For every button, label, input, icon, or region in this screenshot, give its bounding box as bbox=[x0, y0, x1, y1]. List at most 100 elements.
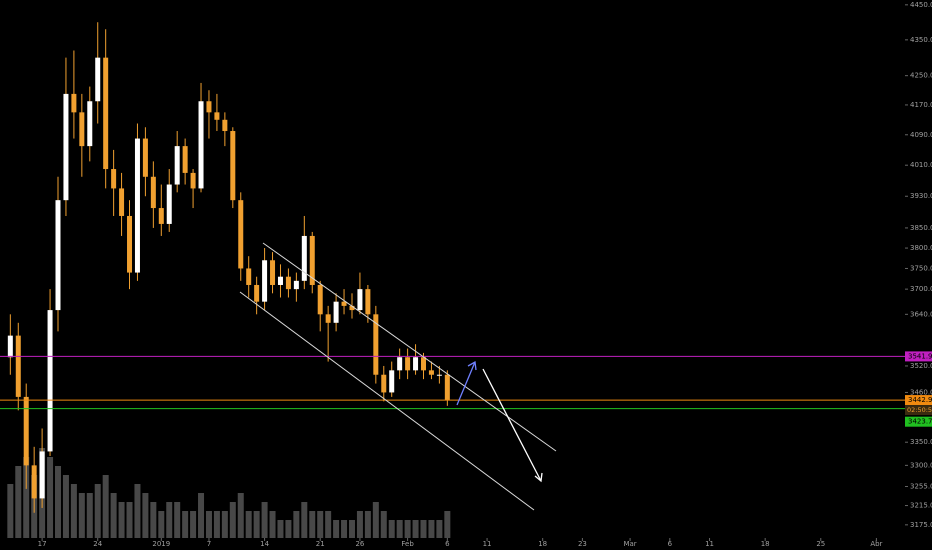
volume-bar bbox=[317, 511, 324, 538]
y-tick-label: 3255.0 bbox=[910, 483, 932, 491]
x-tick-label: 6 bbox=[668, 540, 673, 548]
candle-body bbox=[206, 101, 212, 113]
candle-body bbox=[31, 465, 37, 499]
volume-bar bbox=[412, 520, 419, 538]
y-tick-label: 4450.0 bbox=[910, 1, 932, 9]
volume-bar bbox=[174, 502, 181, 538]
candle-body bbox=[47, 310, 53, 452]
candle-body bbox=[111, 169, 117, 189]
candle-body bbox=[389, 370, 395, 393]
x-tick-label: 11 bbox=[483, 540, 492, 548]
volume-bar bbox=[158, 511, 165, 538]
x-tick-label: 17 bbox=[38, 540, 47, 548]
candle-body bbox=[381, 374, 387, 393]
candle-body bbox=[174, 146, 180, 185]
price-tag-label: 3423.7 bbox=[908, 418, 932, 426]
y-tick-label: 3460.0 bbox=[910, 388, 932, 396]
candle-body bbox=[436, 374, 442, 376]
candle-body bbox=[127, 215, 133, 273]
candle-body bbox=[428, 370, 434, 375]
x-tick-label: Feb bbox=[401, 540, 414, 548]
candle-body bbox=[55, 200, 61, 311]
y-tick-label: 4350.0 bbox=[910, 36, 932, 44]
x-tick-label: 2019 bbox=[152, 540, 170, 548]
x-tick-label: 18 bbox=[538, 540, 547, 548]
candle-body bbox=[182, 146, 188, 173]
volume-bar bbox=[269, 511, 276, 538]
candle-body bbox=[39, 451, 45, 499]
candle-body bbox=[15, 335, 21, 397]
candle-body bbox=[214, 112, 220, 120]
volume-bar bbox=[229, 502, 236, 538]
volume-bar bbox=[245, 511, 252, 538]
candle-body bbox=[325, 314, 331, 323]
candle-body bbox=[7, 335, 13, 358]
candle-body bbox=[413, 357, 419, 371]
volume-bar bbox=[277, 520, 284, 538]
drawings bbox=[239, 242, 557, 511]
x-tick-label: Mar bbox=[623, 540, 636, 548]
price-tag-label: 3442.9 bbox=[908, 396, 932, 404]
volume-bar bbox=[198, 493, 205, 538]
candle-body bbox=[71, 93, 77, 113]
volume-bar bbox=[47, 457, 54, 538]
candle-body bbox=[23, 396, 29, 466]
candle-body bbox=[262, 260, 268, 302]
volume-bar bbox=[237, 493, 244, 538]
x-tick-label: 14 bbox=[260, 540, 269, 548]
volume-bar bbox=[102, 475, 109, 538]
candle-body bbox=[277, 276, 283, 285]
x-tick-label: 7 bbox=[207, 540, 211, 548]
x-tick-label: 25 bbox=[816, 540, 825, 548]
candle-body bbox=[293, 280, 299, 290]
volume-bar bbox=[396, 520, 403, 538]
y-tick-label: 3930.0 bbox=[910, 192, 932, 200]
price-tag-label: 3541.9 bbox=[908, 352, 932, 360]
y-tick-label: 4250.0 bbox=[910, 72, 932, 80]
x-tick-label: Abr bbox=[870, 540, 882, 548]
x-tick-label: 26 bbox=[355, 540, 364, 548]
candle-body bbox=[79, 112, 85, 147]
candle-body bbox=[119, 188, 125, 216]
candle-body bbox=[357, 289, 363, 311]
volume-bar bbox=[293, 511, 300, 538]
candle-body bbox=[158, 208, 164, 224]
volume-bar bbox=[94, 484, 101, 538]
candle-body bbox=[238, 200, 244, 269]
volume-bar bbox=[420, 520, 427, 538]
volume-bar bbox=[372, 502, 379, 538]
x-tick-label: 11 bbox=[705, 540, 714, 548]
candle-body bbox=[150, 176, 156, 209]
volume-bar bbox=[380, 511, 387, 538]
x-tick-label: 18 bbox=[761, 540, 770, 548]
candle-body bbox=[246, 268, 252, 285]
volume-bar bbox=[205, 511, 212, 538]
volume-bar bbox=[301, 502, 308, 538]
candle-body bbox=[134, 138, 140, 273]
price-tag bbox=[905, 351, 932, 362]
up-arrow bbox=[456, 361, 476, 406]
plot-area bbox=[0, 22, 905, 538]
volume-bar bbox=[182, 511, 189, 538]
candle-body bbox=[341, 301, 347, 306]
volume-bar bbox=[309, 511, 316, 538]
candle-body bbox=[420, 357, 426, 371]
y-tick-label: 4170.0 bbox=[910, 101, 932, 109]
y-tick-label: 3520.0 bbox=[910, 362, 932, 370]
volume-bar bbox=[62, 475, 69, 538]
candle-body bbox=[222, 119, 228, 132]
volume-bar bbox=[110, 493, 117, 538]
volume-bar bbox=[261, 502, 268, 538]
volume-bar bbox=[142, 493, 149, 538]
candle-body bbox=[397, 357, 403, 371]
candle-body bbox=[309, 235, 315, 285]
x-tick-label: 6 bbox=[445, 540, 450, 548]
volume-bar bbox=[15, 466, 22, 538]
candle-body bbox=[317, 284, 323, 315]
volume-bar bbox=[221, 511, 228, 538]
y-tick-label: 3215.0 bbox=[910, 502, 932, 510]
volume-bar bbox=[356, 511, 363, 538]
y-tick-label: 3750.0 bbox=[910, 264, 932, 272]
volume-bar bbox=[444, 511, 451, 538]
volume-bar bbox=[333, 520, 340, 538]
